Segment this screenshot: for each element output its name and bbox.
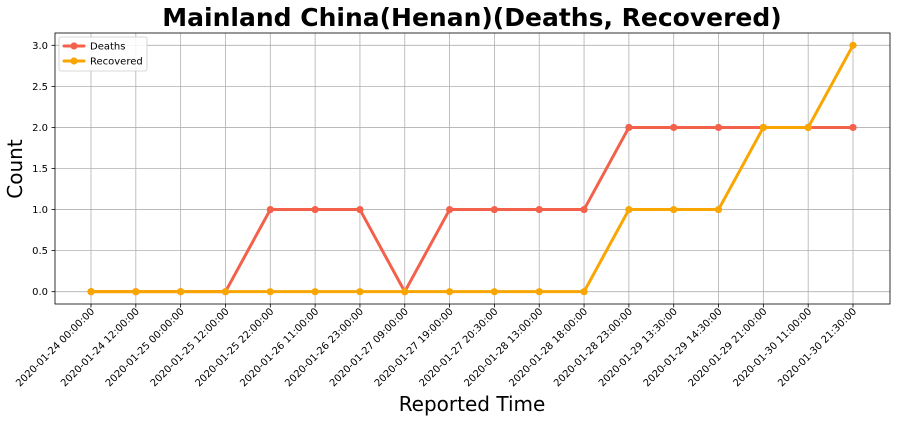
data-point — [445, 205, 454, 214]
data-point — [849, 41, 857, 49]
data-point — [311, 205, 319, 214]
x-tick-label: 2020-01-28 23:00:00 — [552, 306, 635, 389]
data-point — [221, 288, 230, 296]
data-point — [87, 288, 95, 296]
y-axis-label: Count — [3, 139, 27, 199]
x-tick-label: 2020-01-28 13:00:00 — [462, 306, 545, 389]
x-axis-label: Reported Time — [399, 392, 546, 416]
data-point — [849, 123, 857, 132]
y-tick-label: 1.0 — [32, 205, 48, 216]
y-tick-label: 2.5 — [32, 82, 48, 93]
x-tick-label: 2020-01-30 11:00:00 — [731, 306, 814, 389]
y-tick-label: 3.0 — [32, 41, 48, 52]
x-tick-label: 2020-01-25 12:00:00 — [149, 306, 232, 389]
data-point — [401, 288, 409, 296]
series-line — [89, 43, 855, 294]
data-point — [714, 205, 723, 214]
x-tick-label: 2020-01-27 19:00:00 — [373, 306, 456, 389]
data-point — [356, 288, 364, 296]
y-tick-label: 1.5 — [32, 164, 48, 175]
x-tick-label: 2020-01-26 23:00:00 — [283, 306, 366, 389]
data-point — [670, 123, 678, 132]
data-point — [670, 205, 678, 214]
y-tick-label: 0.0 — [32, 287, 48, 298]
data-point — [266, 205, 274, 214]
data-point — [132, 288, 140, 296]
data-point — [311, 288, 319, 296]
data-point — [580, 288, 588, 296]
data-point — [490, 205, 499, 214]
data-point — [445, 288, 454, 296]
data-point — [580, 205, 588, 214]
data-point — [804, 123, 812, 132]
legend-marker — [70, 57, 78, 65]
data-point — [177, 288, 185, 296]
y-tick-label: 0.5 — [32, 246, 48, 257]
x-tick-label: 2020-01-25 22:00:00 — [194, 306, 277, 389]
x-tick-label: 2020-01-29 13:30:00 — [597, 306, 680, 389]
series-layer — [87, 41, 857, 296]
data-point — [535, 205, 543, 214]
x-tick-label: 2020-01-27 20:30:00 — [418, 306, 501, 389]
chart-title: Mainland China(Henan)(Deaths, Recovered) — [162, 3, 781, 32]
x-tick-label: 2020-01-25 00:00:00 — [104, 306, 187, 389]
data-point — [535, 288, 543, 296]
grid-layer — [55, 33, 890, 304]
legend-label: Deaths — [90, 42, 125, 53]
x-tick-label: 2020-01-28 18:00:00 — [507, 306, 590, 389]
data-point — [356, 205, 364, 214]
x-tick-label: 2020-01-24 00:00:00 — [14, 306, 97, 389]
series-recovered — [87, 41, 857, 296]
x-tick-label: 2020-01-24 12:00:00 — [59, 306, 142, 389]
x-tick-label: 2020-01-26 11:00:00 — [238, 306, 321, 389]
data-point — [266, 288, 274, 296]
data-point — [625, 123, 633, 132]
legend-marker — [70, 42, 78, 50]
x-tick-label: 2020-01-29 21:00:00 — [687, 306, 770, 389]
y-axis: 0.0 0.5 1.0 1.5 2.0 2.5 3.0 — [32, 41, 55, 298]
data-point — [759, 123, 767, 132]
legend: Deaths Recovered — [58, 36, 148, 72]
x-tick-label: 2020-01-27 09:00:00 — [328, 306, 411, 389]
y-tick-label: 2.0 — [32, 123, 48, 134]
x-tick-label: 2020-01-29 14:30:00 — [642, 306, 725, 389]
data-point — [490, 288, 499, 296]
legend-label: Recovered — [90, 57, 143, 68]
data-point — [625, 205, 633, 214]
data-point — [714, 123, 723, 132]
x-tick-label: 2020-01-30 21:30:00 — [776, 306, 859, 389]
